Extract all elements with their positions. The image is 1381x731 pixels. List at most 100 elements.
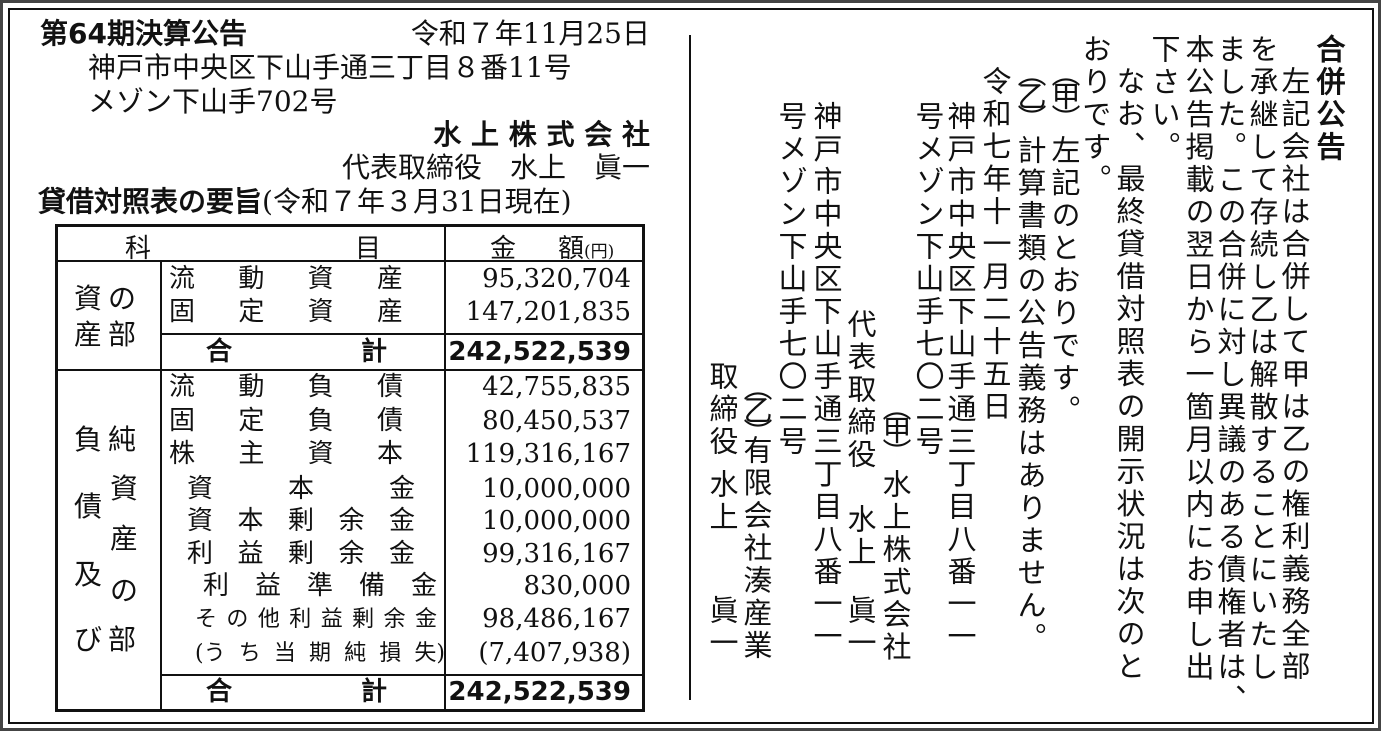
label-char: 流 xyxy=(169,372,196,402)
rule xyxy=(161,674,645,676)
label-char: 産 xyxy=(376,297,403,327)
rule xyxy=(444,226,446,709)
label-char: 債 xyxy=(376,406,403,436)
label-char: 本 xyxy=(237,506,264,536)
label-char: 失) xyxy=(414,641,445,666)
label-char: 計 xyxy=(360,677,387,707)
address-line1: 神戸市中央区下山手通三丁目８番11号 xyxy=(88,51,572,84)
label-char: 株 xyxy=(169,439,196,469)
rule xyxy=(160,261,162,709)
table-row: 固 定 資 産 147,201,835 xyxy=(161,296,645,329)
label-char: 準 xyxy=(306,571,333,601)
total-row: 合計 242,522,539 xyxy=(161,676,645,709)
label-char: 動 xyxy=(238,264,265,294)
label-char: ち xyxy=(238,641,261,666)
row-label: 合計 xyxy=(206,676,387,709)
liabilities-section-char: 債 xyxy=(74,490,103,523)
label-char: 資 xyxy=(307,264,334,294)
liabilities-section-char: 部 xyxy=(108,623,137,656)
inner-frame xyxy=(8,8,1374,724)
party-b-name-given: 眞一 xyxy=(705,595,739,660)
header-amount-2: 額(円) xyxy=(558,228,614,265)
row-label: 資本金 xyxy=(187,473,415,506)
party-b-status: 計算書類の公告義務はありません。 xyxy=(1013,135,1047,655)
row-label: (うち当期純損失) xyxy=(195,637,445,670)
party-a-name-given: 眞一 xyxy=(843,595,877,660)
header-amount-1: 金 xyxy=(490,234,517,264)
party-a-label: （甲） xyxy=(878,392,912,461)
table-row: その他利益剰余金 98,486,167 xyxy=(161,603,645,636)
row-value: 95,320,704 xyxy=(482,264,631,294)
settlement-title: 第64期決算公告 xyxy=(40,17,247,50)
row-label: 流動資産 xyxy=(169,263,403,296)
label-char: 金 xyxy=(388,474,415,504)
merger-body-line: なお、最終貸借対照表の開示状況は次のと xyxy=(1112,66,1146,684)
label-char: 金 xyxy=(388,506,415,536)
header-amount-label: 額 xyxy=(558,234,585,264)
address-line2: メゾン下山手702号 xyxy=(88,85,338,118)
label-char: 流 xyxy=(169,264,196,294)
merger-title: 合併公告 xyxy=(1312,34,1346,164)
label-char: 金 xyxy=(388,539,415,569)
label-char: 剰 xyxy=(287,539,314,569)
label-char: 利 xyxy=(203,571,230,601)
party-b-address1: 神戸市中央区下山手通三丁目八番一一 xyxy=(809,101,843,654)
label-char: 負 xyxy=(307,406,334,436)
label-char: 主 xyxy=(238,439,265,469)
row-value: 42,755,835 xyxy=(482,372,631,402)
row-label: 流動負債 xyxy=(169,371,403,404)
label-char: 債 xyxy=(376,372,403,402)
balance-sheet-table xyxy=(55,224,645,712)
company-name: 水 上 株 式 会 社 xyxy=(433,118,650,151)
label-char: 資 xyxy=(187,474,214,504)
row-label: 利益剰余金 xyxy=(187,538,415,571)
table-row: 流 動 負 債 42,755,835 xyxy=(161,371,645,404)
party-a-name-family: 水上 xyxy=(843,504,877,569)
party-a-company: 水上株式会社 xyxy=(878,469,912,664)
label-char: 損 xyxy=(379,641,402,666)
party-a-mark: （甲） xyxy=(1047,58,1081,127)
table-row: 流 動 資 産 95,320,704 xyxy=(161,263,645,296)
liabilities-section-char: 資 xyxy=(110,472,139,505)
label-char: 定 xyxy=(238,406,265,436)
row-value: (7,407,938) xyxy=(478,638,631,668)
merger-body-line: おりです。 xyxy=(1078,34,1112,197)
row-label: その他利益剰余金 xyxy=(195,603,437,636)
label-char: 純 xyxy=(344,641,367,666)
row-value: 242,522,539 xyxy=(448,337,631,367)
row-label: 固定負債 xyxy=(169,405,403,438)
label-char: 利 xyxy=(187,539,214,569)
rule xyxy=(55,369,645,371)
liabilities-section-char: 純 xyxy=(108,423,137,456)
settlement-date: 令和７年11月25日 xyxy=(410,17,650,50)
party-b-address2: 号メゾン下山手七〇二号 xyxy=(774,101,808,459)
row-label: 合計 xyxy=(206,336,387,369)
label-char: 本 xyxy=(287,474,314,504)
label-char: 合 xyxy=(206,677,233,707)
label-char: 定 xyxy=(238,297,265,327)
label-char: 剰 xyxy=(287,506,314,536)
party-b-title: 取締役 xyxy=(705,361,739,459)
label-char: そ xyxy=(195,607,218,632)
assets-section-char: の xyxy=(108,282,137,315)
row-label: 株主資本 xyxy=(169,438,403,471)
label-char: の xyxy=(226,607,249,632)
label-char: 当 xyxy=(273,641,296,666)
row-label: 固定資産 xyxy=(169,296,403,329)
balance-sheet-title: 貸借対照表の要旨 xyxy=(38,185,263,218)
label-char: 利 xyxy=(289,607,312,632)
merger-body-line: 本公告掲載の翌日から一箇月以内にお申し出 xyxy=(1181,34,1215,684)
label-char: 資 xyxy=(307,297,334,327)
row-label: 利益準備金 xyxy=(203,570,437,603)
merger-body-line: を承継して存続し乙は解散することにいたし xyxy=(1245,34,1279,684)
balance-sheet-heading: 貸借対照表の要旨(令和７年３月31日現在) xyxy=(38,186,572,218)
party-a-title: 代表取締役 xyxy=(843,309,877,472)
label-char: 益 xyxy=(237,539,264,569)
label-char: 金 xyxy=(414,607,437,632)
header-unit: (円) xyxy=(584,242,615,262)
row-value: 147,201,835 xyxy=(465,297,631,327)
assets-section-char: 資 xyxy=(74,282,103,315)
liabilities-section-char: 産 xyxy=(110,522,139,555)
party-a-address1: 神戸市中央区下山手通三丁目八番一一 xyxy=(943,101,977,654)
label-char: 期 xyxy=(308,641,331,666)
